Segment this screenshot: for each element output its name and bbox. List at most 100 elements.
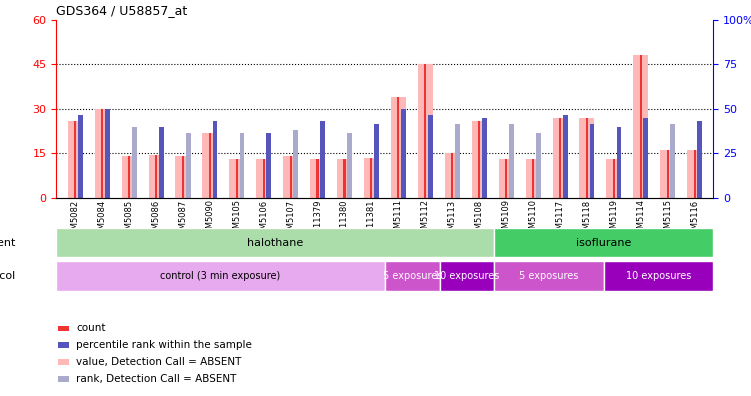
Bar [240,133,244,198]
Bar [182,156,184,198]
Text: rank, Detection Call = ABSENT: rank, Detection Call = ABSENT [76,374,237,384]
Bar [263,159,265,198]
Bar [590,124,595,198]
Bar [633,55,648,198]
Bar [526,159,541,198]
Bar [428,115,433,198]
Bar [660,150,675,198]
Bar [505,159,507,198]
Bar [617,127,621,198]
Bar [364,158,379,198]
Bar [613,159,615,198]
Bar [687,150,702,198]
Bar [391,97,406,198]
Bar [553,118,567,198]
Bar [617,127,621,198]
Bar [213,121,218,198]
Bar [105,109,110,198]
Bar [294,129,298,198]
Text: 5 exposures: 5 exposures [382,271,442,281]
Bar [122,156,137,198]
Bar [693,150,695,198]
Bar [229,159,244,198]
Bar [667,150,668,198]
Bar [213,121,218,198]
Bar [337,159,352,198]
Bar [59,359,69,365]
Bar [644,118,648,198]
Bar [203,133,217,198]
Text: count: count [76,323,106,333]
Bar [559,118,561,198]
Bar [698,121,702,198]
Bar [401,109,406,198]
Bar [59,342,69,348]
Bar [321,121,325,198]
Bar [343,159,345,198]
Bar [451,153,454,198]
Text: value, Detection Call = ABSENT: value, Detection Call = ABSENT [76,357,241,367]
Bar [56,261,385,291]
Bar [290,156,291,198]
Bar [590,124,595,198]
Bar [644,118,648,198]
Bar [267,133,271,198]
Bar [149,155,164,198]
Bar [385,261,439,291]
Text: 10 exposures: 10 exposures [434,271,499,281]
Bar [604,261,713,291]
Bar [155,155,157,198]
Bar [439,261,494,291]
Bar [128,156,130,198]
Bar [562,115,568,198]
Text: 10 exposures: 10 exposures [626,271,692,281]
Bar [482,118,487,198]
Bar [316,159,318,198]
Text: agent: agent [0,238,15,248]
Bar [532,159,534,198]
Bar [455,124,460,198]
Bar [95,109,110,198]
Bar [78,115,83,198]
Bar [472,121,487,198]
Bar [347,133,352,198]
Bar [59,326,69,331]
Bar [374,124,379,198]
Bar [580,118,594,198]
Bar [158,127,164,198]
Bar [482,118,487,198]
Text: protocol: protocol [0,271,15,281]
Bar [256,159,271,198]
Text: 5 exposures: 5 exposures [520,271,579,281]
Bar [283,156,298,198]
Text: halothane: halothane [247,238,303,248]
Bar [424,64,427,198]
Bar [401,109,406,198]
Text: percentile rank within the sample: percentile rank within the sample [76,340,252,350]
Bar [158,127,164,198]
Bar [535,133,541,198]
Bar [671,124,675,198]
Bar [428,115,433,198]
Bar [209,133,211,198]
Bar [418,64,433,198]
Bar [185,133,191,198]
Bar [236,159,238,198]
Bar [445,153,460,198]
Text: GDS364 / U58857_at: GDS364 / U58857_at [56,4,188,17]
Bar [494,228,713,257]
Bar [397,97,400,198]
Bar [68,121,83,198]
Bar [494,261,604,291]
Bar [78,115,83,198]
Bar [509,124,514,198]
Bar [74,121,77,198]
Bar [698,121,702,198]
Bar [105,109,110,198]
Bar [321,121,325,198]
Text: isoflurane: isoflurane [576,238,632,248]
Bar [176,156,190,198]
Bar [267,133,271,198]
Bar [370,158,372,198]
Bar [56,228,494,257]
